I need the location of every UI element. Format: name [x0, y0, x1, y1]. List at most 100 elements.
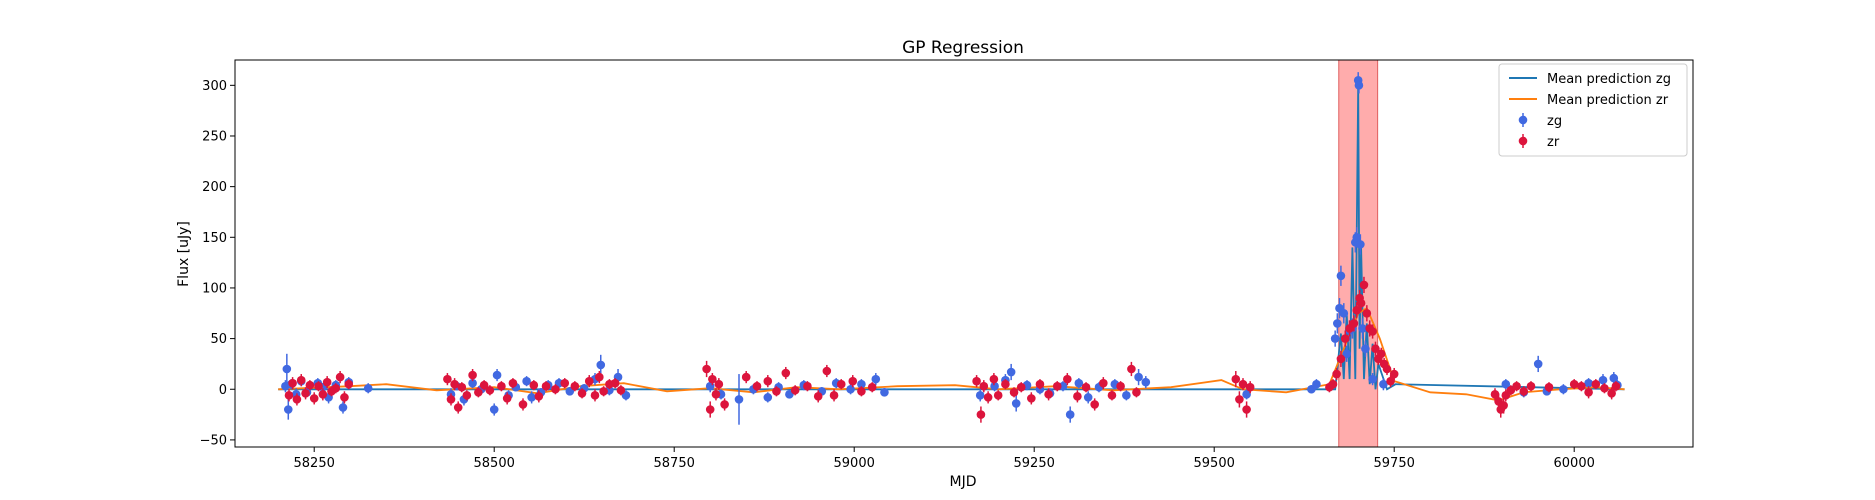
point-zr-28: [518, 400, 528, 409]
point-zg-31: [596, 360, 606, 370]
point-zg-92: [1598, 375, 1608, 385]
point-zr-77: [1073, 392, 1082, 401]
point-zr-85: [1231, 374, 1241, 384]
point-zr-80: [1099, 378, 1108, 388]
point-zr-92: [1332, 369, 1341, 379]
point-zr-118: [1519, 386, 1529, 396]
point-zr-76: [1063, 374, 1072, 384]
point-zr-36: [584, 376, 594, 386]
point-zr-60: [848, 376, 858, 386]
point-zr-48: [720, 400, 729, 409]
point-zr-39: [599, 386, 608, 396]
point-zr-24: [485, 385, 495, 395]
legend-label-zg: zg: [1547, 114, 1562, 129]
point-zr-46: [711, 390, 721, 399]
point-zr-63: [972, 376, 981, 386]
point-zr-74: [1044, 390, 1053, 399]
point-zr-75: [1052, 381, 1062, 391]
point-zr-62: [867, 382, 877, 392]
point-zr-19: [457, 382, 467, 392]
legend-marker-zr: [1518, 136, 1528, 146]
chart-title: GP Regression: [902, 38, 1024, 58]
point-zg-60: [1083, 393, 1093, 402]
point-zr-23: [479, 380, 489, 390]
point-zr-106: [1376, 349, 1386, 359]
point-zr-69: [1001, 379, 1010, 389]
point-zr-8: [318, 390, 328, 399]
point-zg-69: [1330, 334, 1340, 343]
point-zr-16: [446, 395, 456, 404]
point-zr-103: [1368, 327, 1377, 336]
legend-marker-zg: [1518, 115, 1528, 125]
point-zr-32: [551, 384, 560, 394]
point-zg-73: [1339, 308, 1349, 318]
point-zr-104: [1371, 344, 1380, 354]
x-tick-label-2: 58750: [654, 456, 695, 471]
point-zg-24: [527, 393, 536, 402]
point-zr-30: [534, 392, 544, 401]
point-zg-17: [468, 378, 477, 388]
y-tick-label-3: 100: [202, 281, 227, 296]
point-zr-18: [453, 403, 463, 412]
point-zg-2: [283, 405, 293, 414]
y-tick-label-6: 250: [202, 129, 227, 144]
point-zr-99: [1356, 298, 1366, 308]
point-zg-88: [1533, 359, 1543, 369]
point-zr-73: [1035, 379, 1045, 389]
point-zr-111: [1490, 390, 1500, 399]
point-zg-84: [1368, 374, 1377, 384]
point-zg-23: [522, 376, 531, 386]
point-zr-42: [616, 385, 626, 395]
point-zg-91: [1584, 378, 1593, 388]
point-zr-22: [474, 387, 483, 397]
x-tick-label-3: 59000: [834, 456, 875, 471]
series-line-2: [278, 306, 1625, 402]
point-zg-45: [846, 384, 855, 394]
point-zr-83: [1127, 364, 1136, 374]
point-zr-67: [989, 374, 999, 384]
point-zr-7: [314, 381, 323, 391]
x-tick-label-1: 58500: [474, 456, 515, 471]
point-zr-91: [1328, 379, 1338, 389]
point-zg-59: [1074, 378, 1084, 388]
point-zr-81: [1107, 391, 1117, 400]
y-tick-label-5: 200: [202, 180, 227, 195]
x-tick-label-6: 59750: [1374, 456, 1415, 471]
point-zr-70: [1009, 387, 1019, 397]
point-zg-90: [1559, 384, 1568, 394]
point-zr-17: [450, 379, 459, 389]
point-zr-53: [781, 368, 791, 378]
x-tick-label-5: 59500: [1194, 456, 1235, 471]
point-zr-35: [577, 389, 587, 398]
x-tick-label-7: 60000: [1554, 456, 1595, 471]
point-zr-78: [1081, 382, 1091, 392]
legend-label-zr: zr: [1547, 135, 1560, 150]
point-zr-86: [1235, 395, 1244, 404]
point-zg-81: [1356, 240, 1365, 249]
point-zr-126: [1607, 389, 1616, 398]
point-zr-121: [1569, 379, 1579, 389]
point-zr-11: [331, 383, 341, 393]
point-zr-87: [1238, 379, 1248, 389]
point-zr-57: [822, 366, 832, 376]
point-zr-21: [468, 370, 477, 380]
point-zg-47: [871, 374, 881, 384]
point-zg-85: [1379, 379, 1388, 389]
legend-box: [1498, 63, 1688, 157]
point-zr-14: [344, 379, 354, 389]
point-zr-123: [1584, 387, 1593, 397]
point-zr-34: [570, 381, 580, 391]
point-zr-122: [1577, 381, 1586, 391]
y-tick-label-1: 0: [219, 383, 227, 398]
point-zg-86: [1501, 379, 1511, 389]
point-zg-48: [880, 387, 889, 397]
point-zr-54: [790, 385, 800, 395]
point-zr-58: [829, 391, 839, 400]
point-zr-100: [1359, 280, 1369, 290]
point-zg-64: [1134, 372, 1143, 382]
point-zr-117: [1512, 381, 1521, 391]
point-zg-68: [1312, 379, 1321, 389]
point-zg-19: [489, 405, 499, 414]
point-zr-47: [714, 379, 724, 389]
point-zr-79: [1090, 400, 1099, 409]
